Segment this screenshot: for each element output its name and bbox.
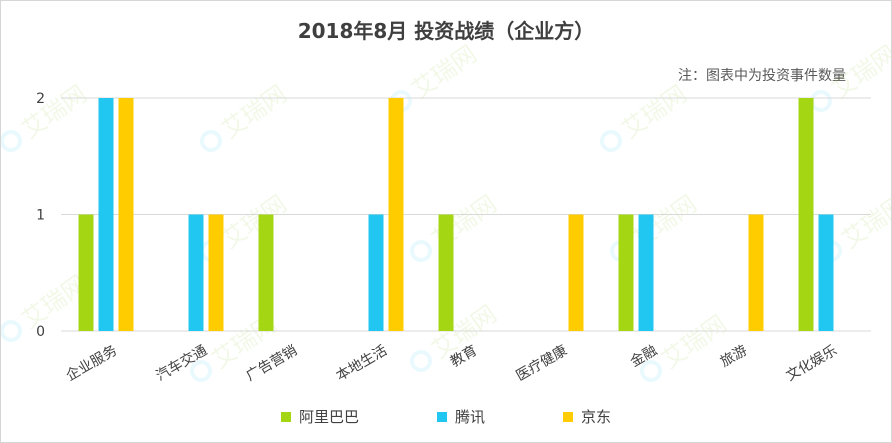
bar-腾讯	[818, 214, 834, 331]
watermark-text: 艾瑞网	[427, 190, 502, 254]
bar-腾讯	[368, 214, 384, 331]
legend-swatch	[280, 411, 291, 422]
bar-阿里巴巴	[438, 214, 454, 331]
watermark-text: 艾瑞网	[217, 190, 292, 254]
watermark-icon	[810, 90, 832, 112]
bar-阿里巴巴	[78, 214, 94, 331]
watermark-icon	[200, 130, 222, 152]
legend-item: 京东	[563, 406, 611, 427]
watermark-text: 艾瑞网	[617, 80, 692, 144]
watermark-logo: 艾瑞网	[200, 80, 292, 152]
bar-京东	[388, 98, 404, 331]
legend-swatch	[563, 411, 573, 422]
bar-京东	[208, 214, 224, 331]
bar-腾讯	[638, 214, 654, 331]
watermark-text: 艾瑞网	[627, 190, 702, 254]
chart-note: 注：图表中为投资事件数量	[678, 68, 846, 84]
watermark-icon	[600, 130, 622, 152]
legend-item: 腾讯	[436, 406, 485, 427]
watermark-logo: 艾瑞网	[600, 80, 692, 152]
watermark-icon	[1, 130, 22, 152]
watermark-logo: 艾瑞网	[810, 40, 891, 112]
watermark-icon	[640, 360, 662, 382]
watermark-icon	[1, 320, 22, 342]
watermark-logo: 艾瑞网	[1, 80, 92, 152]
legend-item: 阿里巴巴	[280, 406, 359, 427]
legend-label: 京东	[581, 408, 612, 426]
watermark-text: 艾瑞网	[217, 80, 292, 144]
watermark-text: 艾瑞网	[407, 40, 482, 104]
bar-京东	[568, 214, 584, 331]
watermark-text: 艾瑞网	[827, 40, 891, 104]
y-tick-label: 2	[36, 91, 45, 107]
bar-京东	[118, 98, 134, 331]
x-tick-label: 本地生活	[334, 343, 390, 385]
bar-阿里巴巴	[798, 98, 814, 331]
bar-阿里巴巴	[258, 214, 274, 331]
x-tick-label: 文化娱乐	[784, 343, 840, 385]
chart-legend: 阿里巴巴 腾讯 京东	[1, 406, 891, 427]
x-tick-label: 旅游	[718, 343, 750, 371]
watermark-icon	[410, 240, 432, 262]
x-tick-label: 医疗健康	[513, 342, 570, 385]
bar-京东	[748, 214, 764, 331]
chart-title: 2018年8月 投资战绩（企业方）	[297, 19, 595, 43]
legend-label: 阿里巴巴	[298, 408, 359, 426]
watermark-logo: 艾瑞网	[1, 270, 92, 342]
y-tick-label: 1	[36, 208, 45, 224]
watermark-text: 艾瑞网	[17, 80, 92, 144]
watermark-text: 艾瑞网	[837, 190, 891, 254]
bar-腾讯	[188, 214, 204, 331]
watermark-icon	[410, 350, 432, 372]
y-tick-label: 0	[36, 324, 45, 340]
bar-阿里巴巴	[618, 214, 634, 331]
legend-label: 腾讯	[454, 408, 485, 426]
bar-腾讯	[98, 98, 114, 331]
watermark-icon	[190, 360, 212, 382]
watermark-text: 艾瑞网	[657, 310, 732, 374]
watermark-logo: 艾瑞网	[410, 190, 502, 262]
legend-swatch	[436, 411, 447, 422]
x-tick-label: 企业服务	[63, 342, 120, 385]
